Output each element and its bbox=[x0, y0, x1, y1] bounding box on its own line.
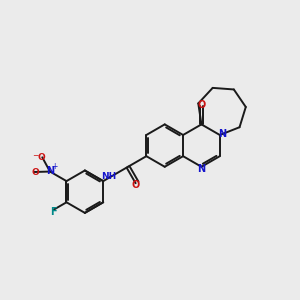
Text: N: N bbox=[197, 164, 206, 174]
Text: NH: NH bbox=[101, 172, 116, 181]
Text: O: O bbox=[37, 153, 45, 162]
Text: N: N bbox=[46, 166, 55, 176]
Text: O: O bbox=[31, 167, 39, 176]
Text: −: − bbox=[33, 151, 39, 160]
Text: +: + bbox=[51, 162, 58, 171]
Text: N: N bbox=[218, 129, 226, 140]
Text: F: F bbox=[50, 207, 57, 217]
Text: O: O bbox=[197, 100, 206, 110]
Text: O: O bbox=[132, 180, 140, 190]
